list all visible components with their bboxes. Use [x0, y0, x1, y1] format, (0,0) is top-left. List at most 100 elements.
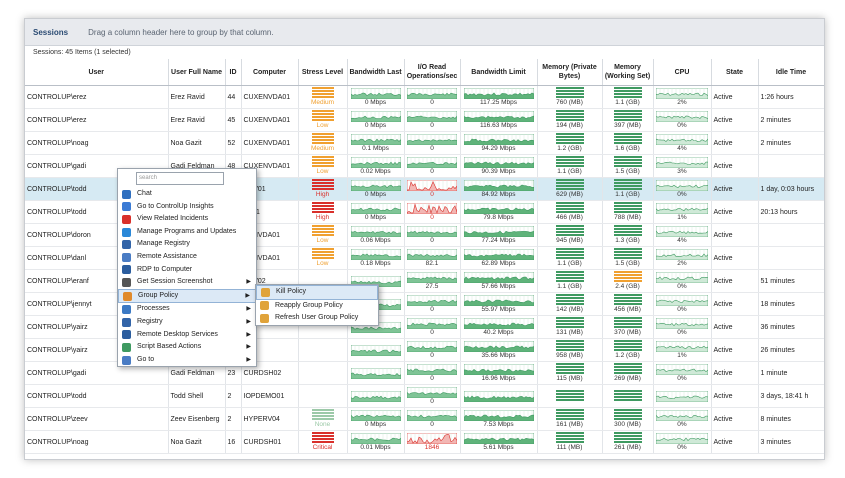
column-header-stress-level[interactable]: Stress Level — [298, 59, 348, 86]
cpu-value: 0% — [677, 190, 687, 198]
id-cell: 52 — [225, 131, 242, 155]
state-value: Active — [713, 116, 733, 124]
idle-time-cell: 1 day, 0:03 hours — [758, 177, 824, 201]
sparkline-graph — [656, 133, 708, 145]
column-header-state[interactable]: State — [711, 59, 759, 86]
stress-level-cell — [298, 384, 348, 408]
context-menu-item-chat[interactable]: Chat — [118, 188, 256, 201]
io-read-cell: 27.5 — [404, 269, 461, 293]
context-menu-item-get-session-screenshot[interactable]: Get Session Screenshot ▶ — [118, 276, 256, 289]
sparkline-graph — [407, 386, 457, 398]
stress-level-cell: Critical — [298, 430, 348, 454]
state-cell: Active — [711, 384, 759, 408]
column-header-idle-time[interactable]: Idle Time — [758, 59, 824, 86]
submenu-item-reapply-group-policy[interactable]: Reapply Group Policy — [256, 300, 378, 313]
memory-working-set-cell: 1.2 (GB) — [602, 338, 654, 362]
column-header-user[interactable]: User — [25, 59, 169, 86]
context-menu-item-remote-assistance[interactable]: Remote Assistance — [118, 251, 256, 264]
io-read-cell: 0 — [404, 407, 461, 431]
memory-private-value: 1.1 (GB) — [557, 283, 582, 290]
bandwidth-limit-cell — [460, 384, 538, 408]
context-menu-item-label: Get Session Screenshot — [137, 278, 213, 286]
bandwidth-limit-cell: 40.2 Mbps — [460, 315, 538, 339]
table-row[interactable]: CONTROLUP\noag Noa Gazit 52 CUXENVDA01 Mediu… — [25, 131, 824, 155]
reapply-policy-icon — [260, 301, 269, 311]
memory-private-cell: 115 (MB) — [537, 361, 603, 385]
table-row[interactable]: CONTROLUP\todd Todd Shell 2 IOPDEMO01 0 Activ… — [25, 384, 824, 408]
submenu-item-kill-policy[interactable]: Kill Policy — [256, 285, 378, 300]
user-value: CONTROLUP\zeev — [27, 415, 88, 423]
sparkline-graph — [407, 156, 457, 168]
computer-cell: CUXENVDA01 — [241, 131, 299, 155]
group-policy-icon — [123, 291, 132, 301]
idle-value: 2 minutes — [760, 116, 791, 124]
context-menu-item-go-to-controlup-insights[interactable]: Go to ControlUp Insights — [118, 201, 256, 214]
panel-title: Sessions — [33, 27, 69, 37]
io-read-value: 1846 — [424, 443, 440, 451]
table-row[interactable]: CONTROLUP\zeev Zeev Eisenberg 2 HYPERV04 Non… — [25, 407, 824, 431]
context-menu-item-label: View Related Incidents — [137, 215, 209, 223]
memory-working-set-value: 269 (MB) — [614, 375, 641, 382]
cpu-cell: 0% — [653, 430, 712, 454]
context-menu-item-view-related-incidents[interactable]: View Related Incidents — [118, 213, 256, 226]
table-row[interactable]: CONTROLUP\doron XENVDA01 Low 0.06 Mbps 0 77.2… — [25, 223, 824, 247]
column-header-memory-private[interactable]: Memory (Private Bytes) — [537, 59, 603, 86]
column-header-id[interactable]: ID — [225, 59, 242, 86]
bandwidth-limit-value: 90.39 Mbps — [481, 167, 516, 175]
user-value: CONTROLUP\danl — [27, 254, 87, 262]
io-read-value: 0 — [430, 374, 434, 382]
context-menu-item-registry[interactable]: Registry ▶ — [118, 316, 256, 329]
io-read-cell: 0 — [404, 315, 461, 339]
id-value: 52 — [227, 139, 236, 147]
submenu-item-refresh-user-group-policy[interactable]: Refresh User Group Policy — [256, 312, 378, 325]
cpu-cell: 1% — [653, 338, 712, 362]
column-header-computer[interactable]: Computer — [241, 59, 299, 86]
idle-time-cell: 1 minute — [758, 361, 824, 385]
context-menu-item-remote-desktop-services[interactable]: Remote Desktop Services ▶ — [118, 329, 256, 342]
column-header-io-read[interactable]: I/O Read Operations/sec — [404, 59, 461, 86]
column-header-memory-working-set[interactable]: Memory (Working Set) — [602, 59, 654, 86]
stress-bars — [311, 133, 334, 144]
memory-bars — [555, 156, 584, 167]
context-menu-item-group-policy[interactable]: Group Policy ▶ — [118, 288, 256, 304]
stress-label: High — [315, 191, 330, 198]
group-by-bar[interactable]: Sessions Drag a column header here to gr… — [25, 19, 824, 46]
context-menu-item-rdp-to-computer[interactable]: RDP to Computer — [118, 264, 256, 277]
full-name-value: Noa Gazit — [170, 139, 202, 147]
memory-working-set-value: 1.2 (GB) — [615, 352, 640, 359]
memory-private-value: 111 (MB) — [556, 444, 583, 451]
table-row[interactable]: CONTROLUP\erez Erez Ravid 45 CUXENVDA01 Low 0… — [25, 108, 824, 132]
computer-value: HYPERV04 — [243, 415, 280, 423]
idle-time-cell: 51 minutes — [758, 269, 824, 293]
computer-value: CUXENVDA01 — [243, 93, 291, 101]
context-menu-item-manage-registry[interactable]: Manage Registry — [118, 238, 256, 251]
sparkline-graph — [407, 363, 457, 375]
computer-cell: CUXENVDA01 — [241, 85, 299, 109]
column-header-bandwidth-limit[interactable]: Bandwidth Limit — [460, 59, 538, 86]
stress-level-cell: None — [298, 407, 348, 431]
memory-private-cell: 194 (MB) — [537, 108, 603, 132]
user-value: CONTROLUP\todd — [27, 208, 87, 216]
idle-time-cell — [758, 223, 824, 247]
context-menu-search-input[interactable]: search — [136, 172, 224, 185]
full-name-cell: Gadi Feldman — [168, 361, 226, 385]
context-menu-item-processes[interactable]: Processes ▶ — [118, 303, 256, 316]
idle-time-cell: 3 minutes — [758, 430, 824, 454]
user-value: CONTROLUP\eranf — [27, 277, 89, 285]
computer-value: CUXENVDA01 — [243, 139, 291, 147]
io-read-value: 0 — [430, 420, 434, 428]
context-menu-item-manage-programs-and-updates[interactable]: Manage Programs and Updates — [118, 226, 256, 239]
context-menu-item-script-based-actions[interactable]: Script Based Actions ▶ — [118, 341, 256, 354]
computer-cell: IOPDEMO01 — [241, 384, 299, 408]
bandwidth-last-cell: 0 Mbps — [347, 108, 405, 132]
bandwidth-limit-cell: 116.63 Mbps — [460, 108, 538, 132]
table-row[interactable]: CONTROLUP\noag Noa Gazit 16 CURDSH01 Critica… — [25, 430, 824, 454]
memory-private-cell: 161 (MB) — [537, 407, 603, 431]
context-menu-item-go-to[interactable]: Go to ▶ — [118, 354, 256, 367]
column-header-cpu[interactable]: CPU — [653, 59, 712, 86]
memory-working-set-value: 397 (MB) — [614, 122, 641, 129]
table-row[interactable]: CONTROLUP\gadi Gadi Feldman 23 CURDSH02 0 16.… — [25, 361, 824, 385]
column-header-bandwidth-last[interactable]: Bandwidth Last — [347, 59, 405, 86]
column-header-full-name[interactable]: User Full Name — [168, 59, 226, 86]
table-row[interactable]: CONTROLUP\erez Erez Ravid 44 CUXENVDA01 Medi… — [25, 85, 824, 109]
